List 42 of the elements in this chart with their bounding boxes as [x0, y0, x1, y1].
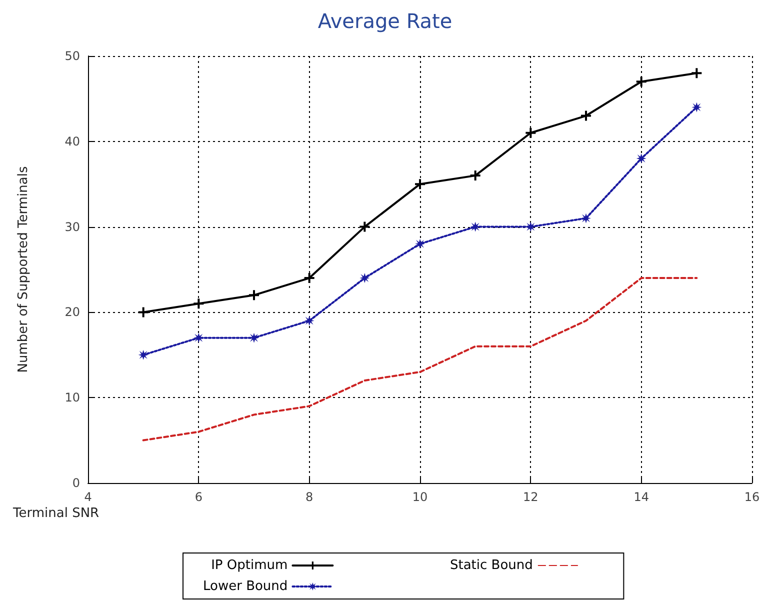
legend-label: Static Bound — [450, 558, 533, 573]
point — [526, 222, 536, 232]
point — [415, 238, 425, 249]
point — [360, 273, 370, 284]
x-tick-label: 8 — [306, 490, 314, 504]
point — [304, 273, 314, 284]
x-tick-label: 14 — [634, 490, 649, 504]
y-tick-label: 0 — [72, 476, 80, 490]
x-tick-label: 4 — [84, 490, 92, 504]
y-tick-label: 10 — [64, 390, 80, 405]
point — [360, 222, 370, 232]
point — [526, 128, 536, 138]
line-series — [142, 277, 698, 442]
point — [249, 290, 259, 300]
point — [581, 110, 591, 121]
x-tick-label: 10 — [412, 490, 428, 504]
y-tick-label: 20 — [64, 305, 80, 320]
point — [692, 102, 702, 112]
chart-title: Average Rate — [318, 9, 452, 33]
x-tick-label: 6 — [194, 490, 202, 504]
point — [470, 222, 480, 232]
point — [138, 350, 148, 360]
point — [470, 170, 480, 181]
point — [138, 307, 148, 318]
point — [194, 298, 204, 309]
y-tick-label: 30 — [64, 220, 80, 234]
point — [415, 179, 425, 190]
point — [636, 76, 646, 87]
legend-label: Lower Bound — [202, 579, 288, 594]
point — [304, 316, 314, 326]
point — [636, 153, 646, 164]
y-tick-label: 50 — [64, 49, 80, 63]
x-tick-label: 12 — [523, 490, 538, 504]
y-tick-label: 40 — [64, 134, 80, 148]
point — [581, 213, 591, 224]
point — [249, 332, 259, 343]
y-axis-title: Number of Supported Terminals — [16, 166, 31, 373]
point — [194, 332, 204, 343]
legend-label: IP Optimum — [211, 558, 288, 573]
point — [692, 68, 702, 78]
x-tick-label: 16 — [744, 490, 760, 504]
x-axis-title: Terminal SNR — [12, 506, 100, 521]
